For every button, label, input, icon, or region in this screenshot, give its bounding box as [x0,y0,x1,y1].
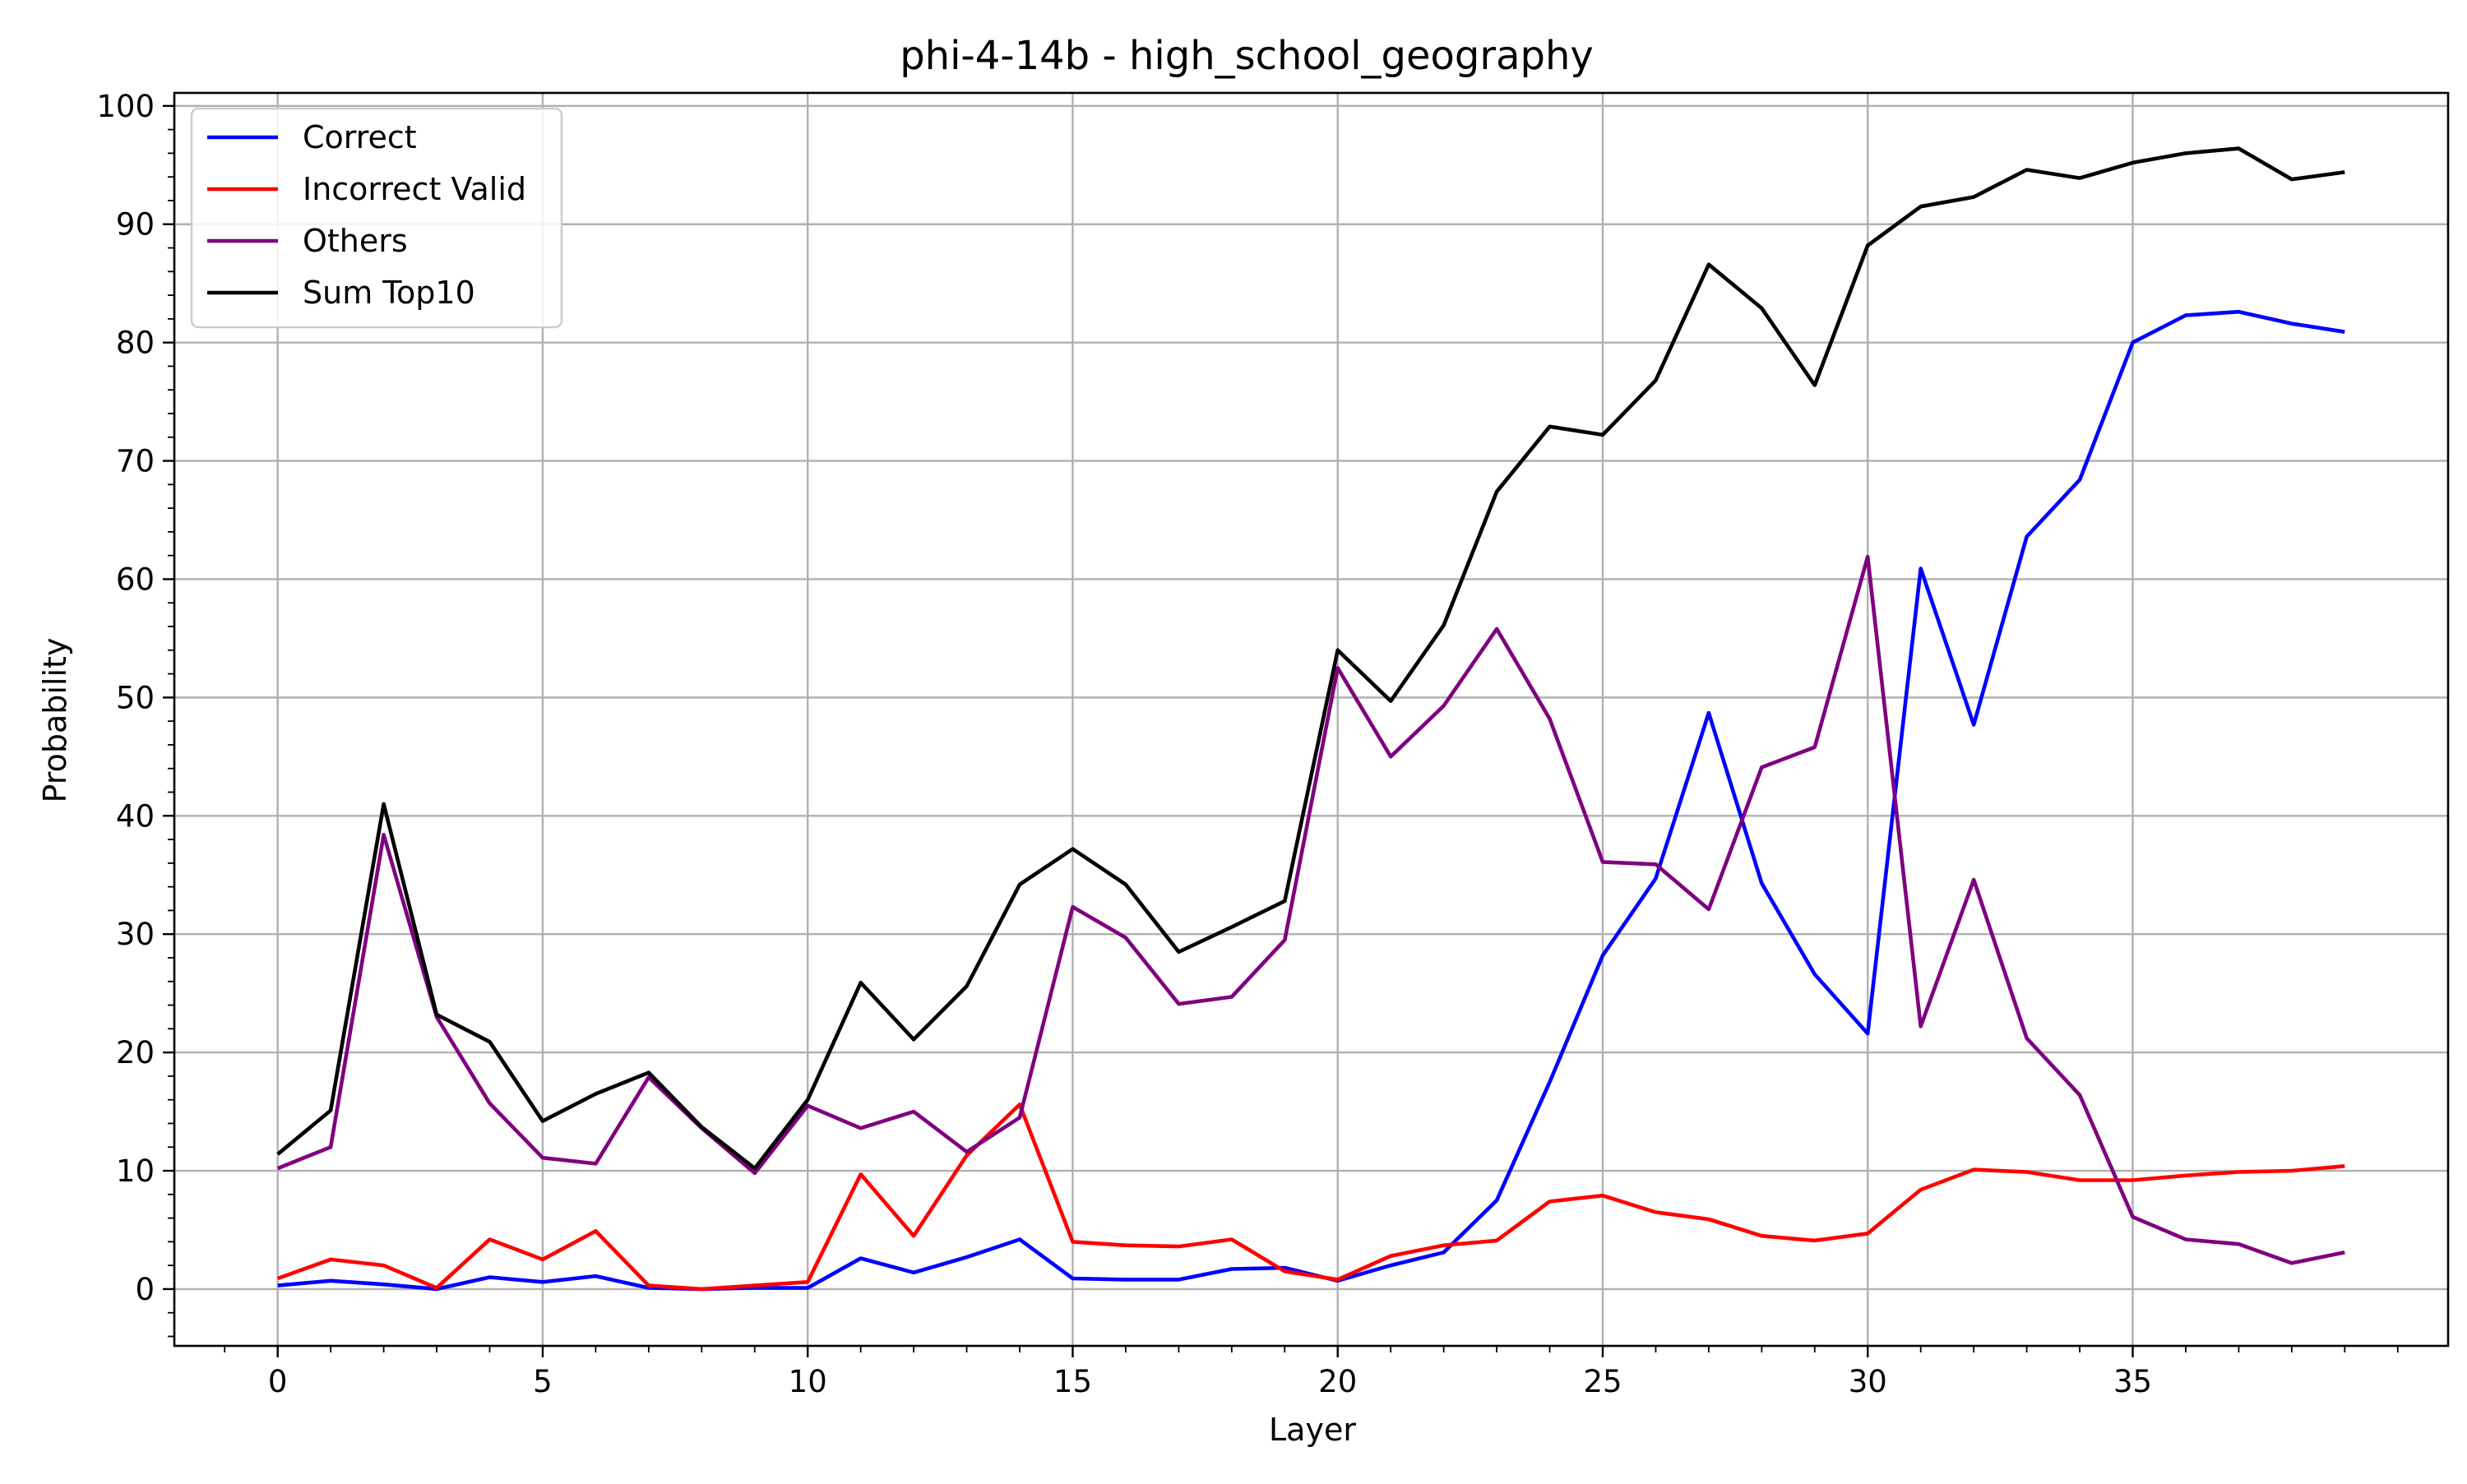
y-tick-label: 40 [116,798,155,834]
x-tick-label: 5 [533,1364,553,1399]
series-line-incorrect-valid [276,1103,2345,1292]
x-axis-label: Layer [1269,1412,1356,1448]
series-line-sum-top10 [276,146,2345,1171]
x-tick-label: 30 [1849,1364,1887,1399]
x-tick-label: 25 [1583,1364,1622,1399]
y-tick-label: 20 [116,1035,155,1070]
y-tick-label: 50 [116,680,155,715]
y-tick-label: 10 [116,1153,155,1189]
grid-lines [174,93,2448,1346]
y-tick-label: 90 [116,207,155,243]
y-tick-label: 100 [96,89,155,124]
y-tick-label: 30 [116,917,155,952]
y-tick-label: 70 [116,444,155,479]
series-line-others [276,554,2345,1265]
legend-label-others: Others [303,223,408,259]
x-tick-label: 35 [2113,1364,2152,1399]
legend-label-sum-top10: Sum Top10 [303,275,475,311]
y-tick-label: 80 [116,326,155,361]
series-layer [276,146,2345,1292]
x-tick-label: 15 [1053,1364,1092,1399]
y-tick-label: 60 [116,562,155,597]
x-axis: 0 5 10 15 20 25 30 35 [224,1346,2399,1399]
x-tick-label: 20 [1318,1364,1357,1399]
y-tick-label: 0 [135,1272,155,1307]
legend-box [190,107,563,329]
y-axis: 0 10 20 30 40 50 60 70 80 90 100 [96,89,174,1338]
x-tick-label: 0 [268,1364,288,1399]
legend-label-correct: Correct [303,119,417,155]
y-axis-label: Probability [37,638,73,803]
legend-label-incorrect-valid: Incorrect Valid [303,171,526,207]
legend: Correct Incorrect Valid Others Sum Top10 [190,107,563,329]
x-tick-label: 10 [789,1364,827,1399]
plot-frame [173,91,2450,1348]
chart-title: phi-4-14b - high_school_geography [900,33,1594,79]
